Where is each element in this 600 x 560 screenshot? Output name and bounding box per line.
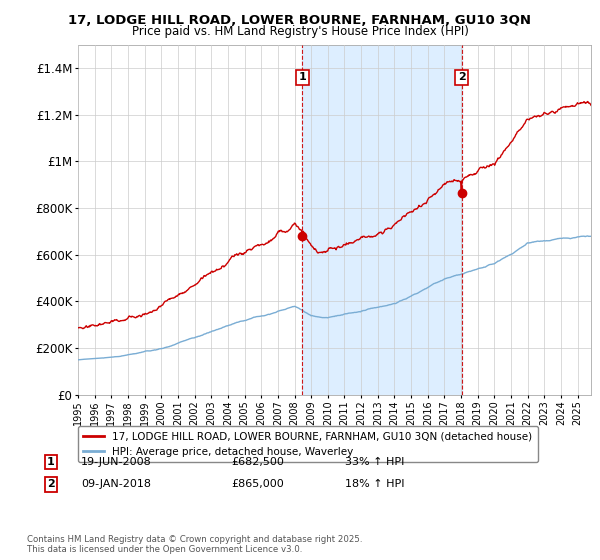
Legend: 17, LODGE HILL ROAD, LOWER BOURNE, FARNHAM, GU10 3QN (detached house), HPI: Aver: 17, LODGE HILL ROAD, LOWER BOURNE, FARNH… <box>78 426 538 462</box>
Bar <box>302 45 461 395</box>
Text: 09-JAN-2018: 09-JAN-2018 <box>81 479 151 489</box>
Text: 2: 2 <box>47 479 55 489</box>
Text: £865,000: £865,000 <box>231 479 284 489</box>
Text: 1: 1 <box>298 72 306 82</box>
Text: 33% ↑ HPI: 33% ↑ HPI <box>345 457 404 467</box>
Text: Price paid vs. HM Land Registry's House Price Index (HPI): Price paid vs. HM Land Registry's House … <box>131 25 469 38</box>
Text: 18% ↑ HPI: 18% ↑ HPI <box>345 479 404 489</box>
Text: 17, LODGE HILL ROAD, LOWER BOURNE, FARNHAM, GU10 3QN: 17, LODGE HILL ROAD, LOWER BOURNE, FARNH… <box>68 14 532 27</box>
Text: Contains HM Land Registry data © Crown copyright and database right 2025.
This d: Contains HM Land Registry data © Crown c… <box>27 535 362 554</box>
Text: 2: 2 <box>458 72 466 82</box>
Text: £682,500: £682,500 <box>231 457 284 467</box>
Text: 19-JUN-2008: 19-JUN-2008 <box>81 457 152 467</box>
Text: 1: 1 <box>47 457 55 467</box>
